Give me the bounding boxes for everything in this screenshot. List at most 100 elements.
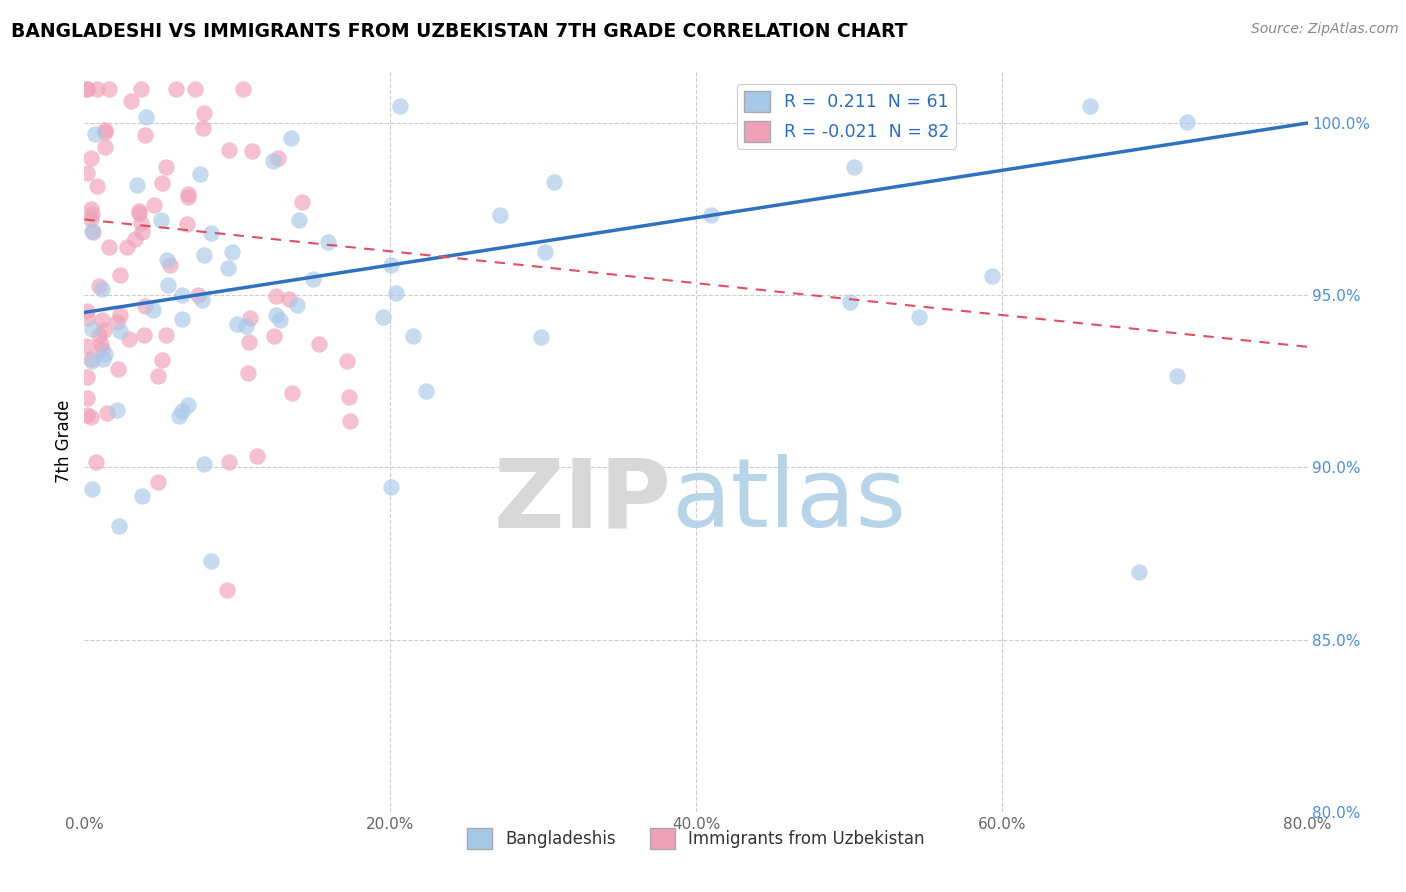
Point: [530, 330, 553, 344]
Point: [177, 398, 200, 412]
Point: [94, 122, 117, 136]
Point: [108, 268, 131, 283]
Point: [87, 328, 110, 343]
Point: [291, 195, 314, 210]
Point: [239, 310, 262, 325]
Point: [156, 278, 179, 293]
Point: [131, 489, 153, 503]
Point: [981, 268, 1004, 283]
Point: [170, 287, 193, 301]
Point: [839, 295, 862, 310]
Point: [128, 206, 150, 220]
Point: [246, 449, 269, 463]
Point: [135, 111, 157, 125]
Point: [200, 554, 222, 568]
Point: [146, 368, 169, 383]
Point: [155, 327, 177, 342]
Point: [415, 384, 437, 399]
Point: [118, 332, 141, 346]
Point: [269, 313, 291, 327]
Point: [844, 160, 866, 174]
Point: [120, 95, 142, 109]
Point: [336, 353, 359, 368]
Point: [193, 457, 215, 471]
Point: [150, 353, 173, 368]
Point: [87, 279, 110, 293]
Point: [76, 370, 98, 384]
Point: [97, 81, 120, 95]
Y-axis label: 7th Grade: 7th Grade: [55, 400, 73, 483]
Point: [107, 315, 129, 329]
Point: [177, 190, 200, 204]
Point: [94, 140, 117, 154]
Point: [80, 322, 103, 336]
Point: [76, 391, 98, 405]
Point: [281, 385, 304, 400]
Point: [129, 81, 152, 95]
Point: [98, 240, 121, 254]
Point: [76, 81, 98, 95]
Point: [188, 167, 211, 181]
Point: [76, 339, 98, 353]
Point: [96, 406, 118, 420]
Point: [91, 351, 114, 366]
Point: [83, 128, 105, 142]
Point: [1128, 565, 1150, 579]
Point: [79, 410, 101, 425]
Point: [488, 208, 510, 222]
Point: [124, 232, 146, 246]
Point: [278, 292, 301, 306]
Point: [76, 310, 98, 325]
Point: [385, 286, 408, 301]
Point: [700, 208, 723, 222]
Point: [159, 258, 181, 272]
Point: [110, 325, 132, 339]
Point: [115, 240, 138, 254]
Point: [156, 252, 179, 267]
Point: [1175, 115, 1198, 129]
Point: [82, 225, 104, 239]
Point: [236, 366, 259, 380]
Point: [380, 480, 402, 494]
Point: [193, 248, 215, 262]
Point: [1166, 369, 1188, 384]
Point: [80, 207, 103, 221]
Point: [302, 272, 325, 286]
Point: [76, 166, 98, 180]
Point: [90, 337, 112, 351]
Point: [80, 353, 103, 368]
Point: [193, 105, 215, 120]
Point: [533, 245, 555, 260]
Point: [238, 335, 260, 350]
Point: [86, 81, 108, 95]
Point: [177, 187, 200, 202]
Point: [128, 203, 150, 218]
Point: [165, 81, 187, 95]
Text: ZIP: ZIP: [494, 454, 672, 548]
Point: [150, 176, 173, 190]
Point: [1078, 99, 1101, 113]
Point: [79, 212, 101, 227]
Point: [142, 303, 165, 318]
Point: [90, 342, 112, 356]
Point: [80, 351, 103, 366]
Point: [221, 244, 243, 259]
Point: [76, 81, 98, 95]
Point: [170, 312, 193, 326]
Point: [388, 99, 411, 113]
Point: [218, 144, 240, 158]
Point: [371, 310, 394, 325]
Point: [80, 151, 103, 165]
Point: [80, 225, 103, 239]
Point: [107, 362, 129, 376]
Point: [308, 336, 330, 351]
Legend: Bangladeshis, Immigrants from Uzbekistan: Bangladeshis, Immigrants from Uzbekistan: [461, 822, 931, 855]
Point: [143, 198, 166, 212]
Point: [288, 213, 311, 227]
Point: [337, 390, 360, 404]
Point: [235, 318, 257, 333]
Point: [187, 288, 209, 302]
Point: [90, 282, 112, 296]
Point: [908, 310, 931, 324]
Point: [380, 258, 402, 272]
